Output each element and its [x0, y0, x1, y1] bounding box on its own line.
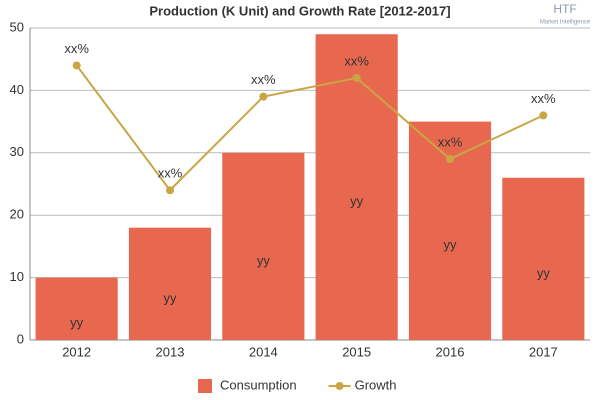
bar [408, 121, 492, 340]
data-label: yy [350, 194, 364, 209]
legend-label: Consumption [220, 377, 297, 392]
y-tick-label: 20 [10, 207, 24, 222]
line-point [166, 186, 174, 195]
x-tick-label: 2017 [529, 344, 558, 359]
y-tick-label: 30 [10, 144, 24, 159]
x-tick-label: 2014 [249, 344, 278, 359]
y-tick-label: 50 [10, 19, 24, 34]
x-tick-label: 2013 [156, 344, 185, 359]
data-label: yy [164, 290, 178, 305]
bar [35, 277, 118, 340]
data-label: yy [257, 253, 271, 268]
bar [502, 177, 585, 340]
line-point [352, 73, 361, 82]
data-label: xx% [64, 41, 89, 56]
y-tick-label: 40 [10, 82, 24, 97]
bar [128, 227, 212, 340]
x-tick-label: 2016 [436, 344, 465, 359]
line-point [259, 92, 268, 101]
x-tick-label: 2012 [62, 344, 91, 359]
legend-swatch [335, 382, 344, 390]
legend-label: Growth [355, 377, 397, 392]
data-label: xx% [531, 91, 556, 106]
data-label: yy [444, 237, 458, 252]
data-label: xx% [438, 134, 463, 149]
line [75, 64, 544, 192]
data-label: xx% [251, 72, 276, 87]
watermark: Market Intelligence [540, 20, 591, 26]
data-label: xx% [158, 166, 183, 181]
legend-swatch [198, 379, 212, 393]
bar [315, 34, 398, 341]
chart-title: Production (K Unit) and Growth Rate [201… [149, 3, 450, 18]
y-tick-label: 10 [10, 269, 24, 284]
line-point [72, 61, 81, 70]
line-point [539, 111, 548, 120]
line-point [446, 155, 454, 164]
data-label: xx% [344, 53, 369, 68]
bar [222, 152, 305, 340]
data-label: yy [70, 315, 84, 330]
x-tick-label: 2015 [342, 344, 371, 359]
data-label: yy [537, 265, 551, 280]
y-tick-label: 0 [17, 331, 24, 346]
watermark: HTF [553, 2, 576, 16]
